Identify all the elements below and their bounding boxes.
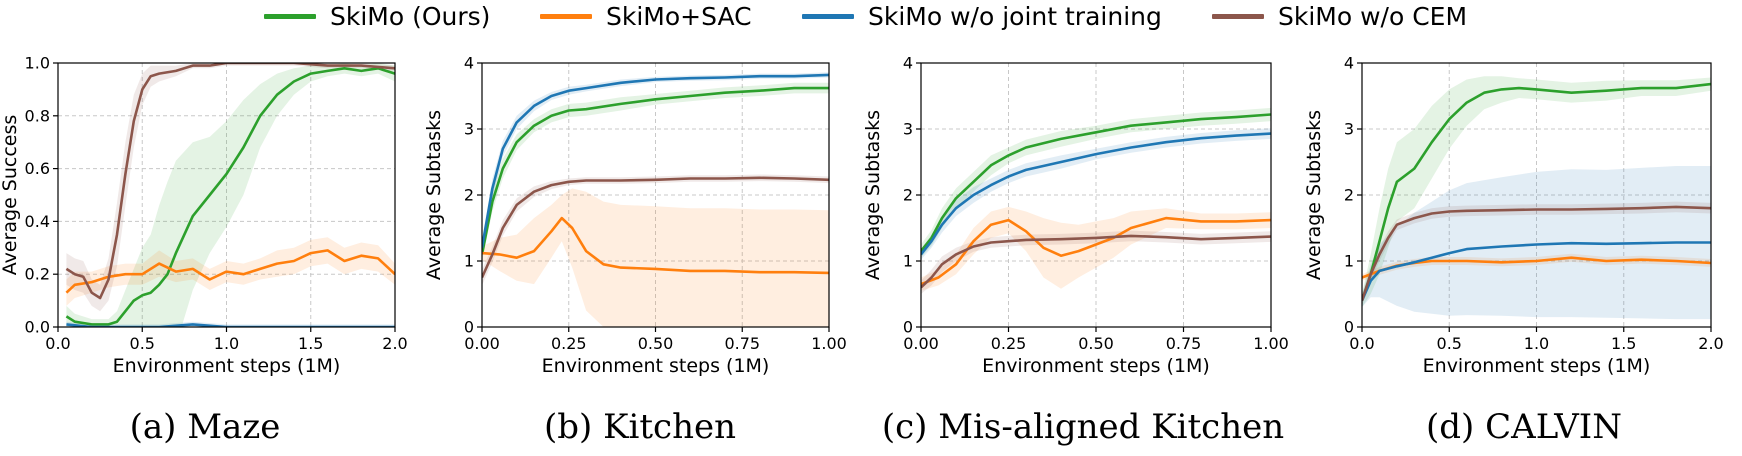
y-tick-label: 0	[903, 318, 913, 337]
series-line-skimo-no-cem	[65, 63, 395, 300]
legend-label-skimo-no-joint: SkiMo w/o joint training	[868, 2, 1162, 31]
x-tick-label: 1.00	[1253, 334, 1289, 353]
chart-calvin: 0.0 0.5 1.0 1.5 2.0 0 1 2 3 4 Environment steps (1…	[1303, 54, 1724, 378]
series-line-skimo-no-joint	[1362, 241, 1711, 302]
y-tick-label: 2	[464, 186, 474, 205]
band-skimo	[921, 107, 1271, 258]
x-axis-label: Environment steps (1M)	[542, 355, 770, 377]
series-line-skimo-no-cem	[1362, 205, 1711, 302]
x-tick-label: 0.75	[1166, 334, 1202, 353]
y-tick-label: 4	[903, 54, 913, 73]
y-tick-label: 3	[903, 120, 913, 139]
y-tick-label: 2	[903, 186, 913, 205]
y-tick-label: 1	[903, 252, 913, 271]
y-axis-label: Average Subtasks	[423, 110, 445, 280]
x-axis-label: Environment steps (1M)	[113, 355, 341, 377]
series-line-skimo	[65, 67, 395, 326]
legend-label-skimo-sac: SkiMo+SAC	[606, 2, 752, 31]
x-tick-label: 1.0	[1524, 334, 1549, 353]
y-tick-label: 0	[1344, 318, 1354, 337]
plot-area	[482, 72, 829, 327]
band-skimo-no-cem	[921, 230, 1271, 294]
band-skimo-no-cem	[1362, 201, 1711, 306]
legend-item-skimo: SkiMo (Ours)	[264, 2, 490, 31]
x-tick-label: 2.0	[1698, 334, 1723, 353]
series-line-skimo-sac	[65, 249, 395, 294]
caption-kitchen: (b) Kitchen	[544, 407, 736, 447]
legend-swatch-skimo-sac	[540, 14, 592, 19]
x-tick-label: 0.25	[991, 334, 1027, 353]
plot-area	[1362, 76, 1711, 320]
plot-area	[921, 107, 1271, 294]
charts-canvas: 0.0 0.5 1.0 1.5 2.0 0.0 0.2 0.4 0.6 0.8 1.0 Environ…	[0, 54, 1724, 378]
series-line-skimo	[921, 113, 1271, 252]
series-line-skimo-no-cem	[921, 234, 1271, 289]
y-axis-label: Average Subtasks	[862, 110, 884, 280]
y-tick-label: 3	[1344, 120, 1354, 139]
x-tick-label: 0.0	[45, 334, 70, 353]
legend-label-skimo: SkiMo (Ours)	[330, 2, 491, 31]
x-axis-label: Environment steps (1M)	[982, 355, 1210, 377]
legend-swatch-skimo	[264, 14, 316, 19]
x-tick-label: 0.00	[464, 334, 500, 353]
x-tick-label: 2.0	[382, 334, 407, 353]
x-tick-label: 1.5	[298, 334, 323, 353]
legend-item-skimo-no-joint: SkiMo w/o joint training	[802, 2, 1162, 31]
y-tick-label: 0.4	[25, 212, 50, 231]
legend-item-skimo-no-cem: SkiMo w/o CEM	[1212, 2, 1467, 31]
band-skimo	[66, 63, 395, 327]
y-tick-label: 0.8	[25, 106, 50, 125]
legend-swatch-skimo-no-joint	[802, 14, 854, 19]
x-axis-label: Environment steps (1M)	[1423, 355, 1651, 377]
y-tick-label: 4	[1344, 54, 1354, 73]
series-line-skimo-no-joint	[921, 132, 1271, 256]
legend-label-skimo-no-cem: SkiMo w/o CEM	[1278, 2, 1468, 31]
legend-swatch-skimo-no-cem	[1212, 14, 1264, 19]
x-tick-label: 0.50	[638, 334, 674, 353]
x-tick-label: 1.5	[1611, 334, 1636, 353]
caption-calvin: (d) CALVIN	[1426, 407, 1622, 447]
x-tick-label: 0.75	[724, 334, 760, 353]
band-skimo-sac	[921, 206, 1271, 291]
band-skimo-sac	[482, 188, 829, 327]
y-axis-label: Average Subtasks	[1303, 110, 1325, 280]
y-axis-label: Average Success	[0, 115, 21, 276]
x-tick-label: 1.0	[214, 334, 239, 353]
chart-kitchen: 0.00 0.25 0.50 0.75 1.00 0 1 2 3 4 Environment ste…	[423, 54, 847, 378]
caption-maze: (a) Maze	[129, 407, 281, 447]
legend-item-skimo-sac: SkiMo+SAC	[540, 2, 752, 31]
y-tick-label: 1.0	[25, 54, 50, 73]
x-tick-label: 0.00	[903, 334, 939, 353]
x-tick-label: 0.50	[1078, 334, 1114, 353]
legend: SkiMo (Ours) SkiMo+SAC SkiMo w/o joint t…	[0, 0, 1742, 34]
y-tick-label: 0	[464, 318, 474, 337]
series-line-skimo-sac	[482, 216, 829, 275]
x-tick-label: 0.25	[551, 334, 587, 353]
band-skimo	[1362, 76, 1711, 308]
band-skimo-no-joint	[66, 321, 395, 327]
y-tick-label: 0.0	[25, 318, 50, 337]
y-tick-label: 0.2	[25, 265, 50, 284]
chart-maze: 0.0 0.5 1.0 1.5 2.0 0.0 0.2 0.4 0.6 0.8 1.0 Environ…	[0, 54, 408, 378]
plot-area	[65, 63, 395, 327]
series-line-skimo-no-cem	[482, 176, 829, 279]
y-tick-label: 1	[1344, 252, 1354, 271]
series-line-skimo-no-joint	[482, 73, 829, 249]
x-tick-label: 0.5	[130, 334, 155, 353]
x-tick-label: 1.00	[811, 334, 847, 353]
y-tick-label: 3	[464, 120, 474, 139]
x-tick-label: 0.0	[1349, 334, 1374, 353]
y-tick-label: 2	[1344, 186, 1354, 205]
x-tick-label: 0.5	[1437, 334, 1462, 353]
band-skimo-no-cem	[66, 63, 395, 312]
band-skimo-no-joint	[1362, 166, 1711, 320]
chart-misaligned-kitchen: 0.00 0.25 0.50 0.75 1.00 0 1 2 3 4 Environment ste…	[862, 54, 1289, 378]
y-tick-label: 4	[464, 54, 474, 73]
caption-misaligned-kitchen: (c) Mis-aligned Kitchen	[881, 407, 1285, 447]
y-tick-label: 0.6	[25, 159, 50, 178]
y-tick-label: 1	[464, 252, 474, 271]
series-line-skimo	[1362, 82, 1711, 302]
series-line-skimo	[482, 86, 829, 255]
